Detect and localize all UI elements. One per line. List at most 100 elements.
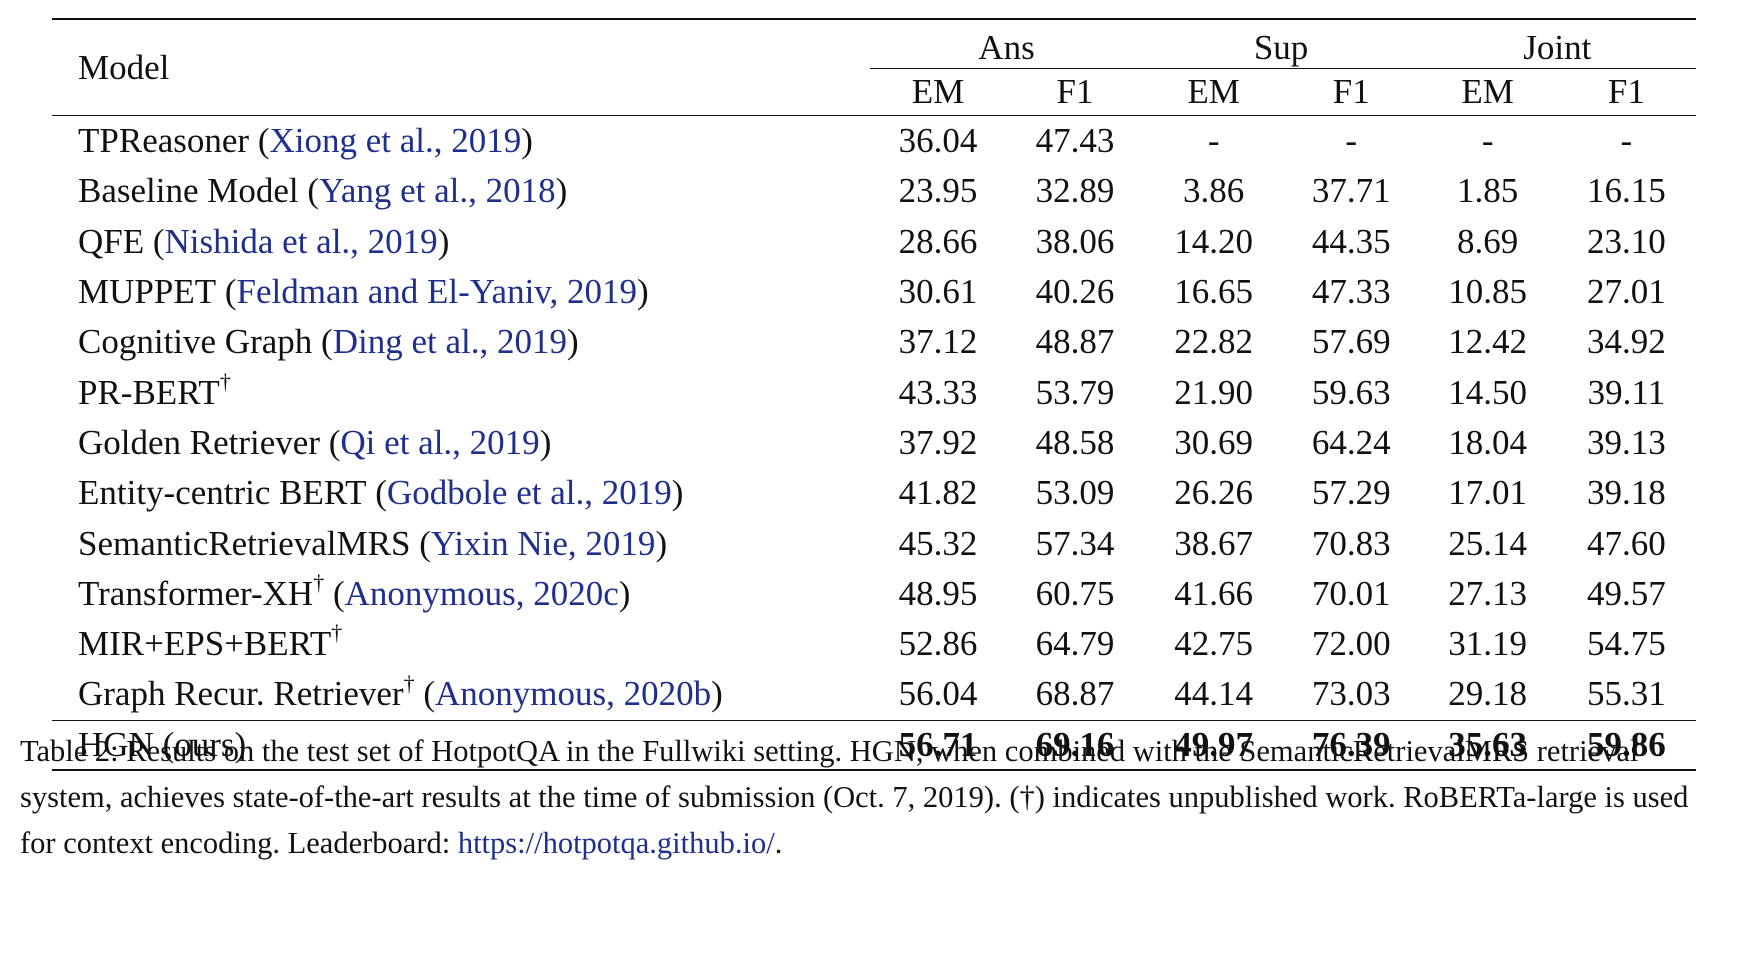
- citation-close: ): [521, 121, 533, 161]
- value-cell: 3.86: [1183, 171, 1245, 211]
- citation-close: ): [711, 674, 723, 714]
- model-name: Cognitive Graph: [78, 322, 313, 362]
- citation-link[interactable]: Anonymous, 2020b: [434, 674, 712, 714]
- model-name: SemanticRetrievalMRS: [78, 523, 411, 563]
- table-row: Cognitive Graph (Ding et al., 2019) 37.12…: [52, 317, 1696, 367]
- citation-link[interactable]: Anonymous, 2020c: [344, 573, 619, 613]
- value-cell: 59.86: [1556, 719, 1696, 771]
- model-cell: Graph Recur. Retriever† (Anonymous, 2020…: [52, 669, 870, 720]
- value-cell: 47.33: [1311, 272, 1391, 312]
- subheader-joint-f1: F1: [1607, 72, 1645, 111]
- value-cell: 18.04: [1448, 422, 1528, 462]
- value-cell: 21.90: [1174, 372, 1254, 412]
- citation-link[interactable]: Xiong et al., 2019: [269, 121, 522, 161]
- value-cell: 22.82: [1174, 322, 1254, 362]
- value-cell: 68.87: [1035, 674, 1115, 714]
- model-column-header: Model: [52, 18, 870, 116]
- value-cell: 36.04: [869, 115, 1007, 167]
- model-cell: Transformer-XH† (Anonymous, 2020c): [52, 569, 870, 619]
- value-cell: 48.87: [1035, 322, 1115, 362]
- value-cell: 70.83: [1311, 523, 1391, 563]
- value-cell: 55.31: [1586, 674, 1666, 714]
- table-row: PR-BERT† 43.33 53.79 21.90 59.63 14.50 39.11: [52, 367, 1696, 417]
- value-cell: 27.01: [1586, 272, 1666, 312]
- citation-close: ): [539, 422, 552, 462]
- citation-open: (: [366, 473, 387, 513]
- citation-link[interactable]: Qi et al., 2019: [340, 422, 540, 462]
- value-cell: 73.03: [1311, 674, 1391, 714]
- value-cell: 69.16: [1006, 719, 1144, 771]
- citation-link[interactable]: Yixin Nie, 2019: [430, 523, 656, 563]
- model-name: Entity-centric BERT: [78, 473, 367, 513]
- value-cell: 54.75: [1586, 624, 1666, 664]
- citation-open: (: [298, 171, 320, 211]
- value-cell: 57.69: [1311, 322, 1391, 362]
- value-cell: 76.39: [1283, 719, 1419, 771]
- subheader-ans-em: EM: [911, 72, 965, 111]
- citation-open: (: [414, 674, 435, 714]
- value-cell: 41.82: [898, 473, 978, 513]
- table-row: Transformer-XH† (Anonymous, 2020c) 48.95 6…: [52, 569, 1696, 619]
- value-cell: 10.85: [1448, 272, 1528, 312]
- leaderboard-link[interactable]: https://hotpotqa.github.io/: [457, 826, 775, 860]
- citation-link[interactable]: Yang et al., 2018: [319, 171, 556, 211]
- value-cell: 14.50: [1448, 372, 1528, 412]
- value-cell: 23.10: [1586, 221, 1666, 261]
- model-cell: MUPPET (Feldman and El-Yaniv, 2019): [52, 267, 870, 317]
- value-cell: 49.97: [1143, 719, 1284, 771]
- model-cell: Entity-centric BERT (Godbole et al., 201…: [52, 468, 870, 518]
- value-cell: 56.04: [898, 674, 978, 714]
- citation-link[interactable]: Feldman and El-Yaniv, 2019: [236, 272, 638, 312]
- citation-close: ): [637, 272, 649, 312]
- value-cell: 57.34: [1035, 523, 1115, 563]
- citation-open: (: [410, 523, 431, 563]
- model-name-ours: HGN (ours): [52, 719, 870, 771]
- value-cell: -: [1556, 115, 1696, 167]
- value-cell: 27.13: [1448, 573, 1528, 613]
- model-name: Graph Recur. Retriever: [78, 674, 404, 714]
- value-cell: 43.33: [898, 372, 978, 412]
- citation-link[interactable]: Godbole et al., 2019: [386, 473, 672, 513]
- value-cell: 1.85: [1457, 171, 1519, 211]
- model-name: Golden Retriever: [78, 422, 320, 462]
- table-row: Baseline Model (Yang et al., 2018) 23.95 3…: [52, 166, 1696, 216]
- model-cell: Golden Retriever (Qi et al., 2019): [52, 418, 870, 468]
- model-cell: QFE (Nishida et al., 2019): [52, 217, 870, 267]
- model-name: TPReasoner: [78, 121, 250, 161]
- citation-link[interactable]: Nishida et al., 2019: [164, 221, 438, 261]
- model-name: Transformer-XH: [78, 573, 314, 613]
- dagger-mark: †: [313, 570, 325, 596]
- value-cell: 53.79: [1035, 372, 1115, 412]
- table-body: TPReasoner (Xiong et al., 2019) 36.04 47.4…: [52, 115, 1696, 721]
- value-cell: 47.60: [1586, 523, 1666, 563]
- citation-open: (: [144, 221, 165, 261]
- model-cell: PR-BERT†: [52, 367, 870, 417]
- value-cell: 39.11: [1587, 372, 1666, 412]
- citation-link[interactable]: Ding et al., 2019: [332, 322, 567, 362]
- value-cell: 37.92: [898, 422, 978, 462]
- citation-open: (: [312, 322, 333, 362]
- group-header-sup: Sup: [1143, 18, 1419, 69]
- table-row: Entity-centric BERT (Godbole et al., 201…: [52, 468, 1696, 518]
- subheader-ans-f1: F1: [1056, 72, 1094, 111]
- value-cell: 44.35: [1311, 221, 1391, 261]
- value-cell: 64.79: [1035, 624, 1115, 664]
- caption-text: Table 2: Results on the test set of Hotp…: [20, 734, 1689, 860]
- table-row-ours: HGN (ours) 56.71 69.16 49.97 76.39 35.63…: [52, 719, 1696, 771]
- value-cell: 38.06: [1035, 221, 1115, 261]
- citation-open: (: [320, 422, 341, 462]
- value-cell: 8.69: [1457, 221, 1519, 261]
- dagger-mark: †: [331, 620, 343, 646]
- citation-close: ): [437, 221, 450, 261]
- value-cell: -: [1143, 115, 1284, 167]
- value-cell: 57.29: [1311, 473, 1391, 513]
- value-cell: -: [1418, 115, 1557, 167]
- table-row: MUPPET (Feldman and El-Yaniv, 2019) 30.61…: [52, 267, 1696, 317]
- subheader-sup-f1: F1: [1332, 72, 1370, 111]
- value-cell: 31.19: [1448, 624, 1528, 664]
- model-name: MIR+EPS+BERT: [78, 624, 332, 664]
- value-cell: 30.69: [1174, 422, 1254, 462]
- table-row: TPReasoner (Xiong et al., 2019) 36.04 47.4…: [52, 115, 1696, 167]
- dagger-mark: †: [403, 670, 415, 696]
- value-cell: 72.00: [1311, 624, 1391, 664]
